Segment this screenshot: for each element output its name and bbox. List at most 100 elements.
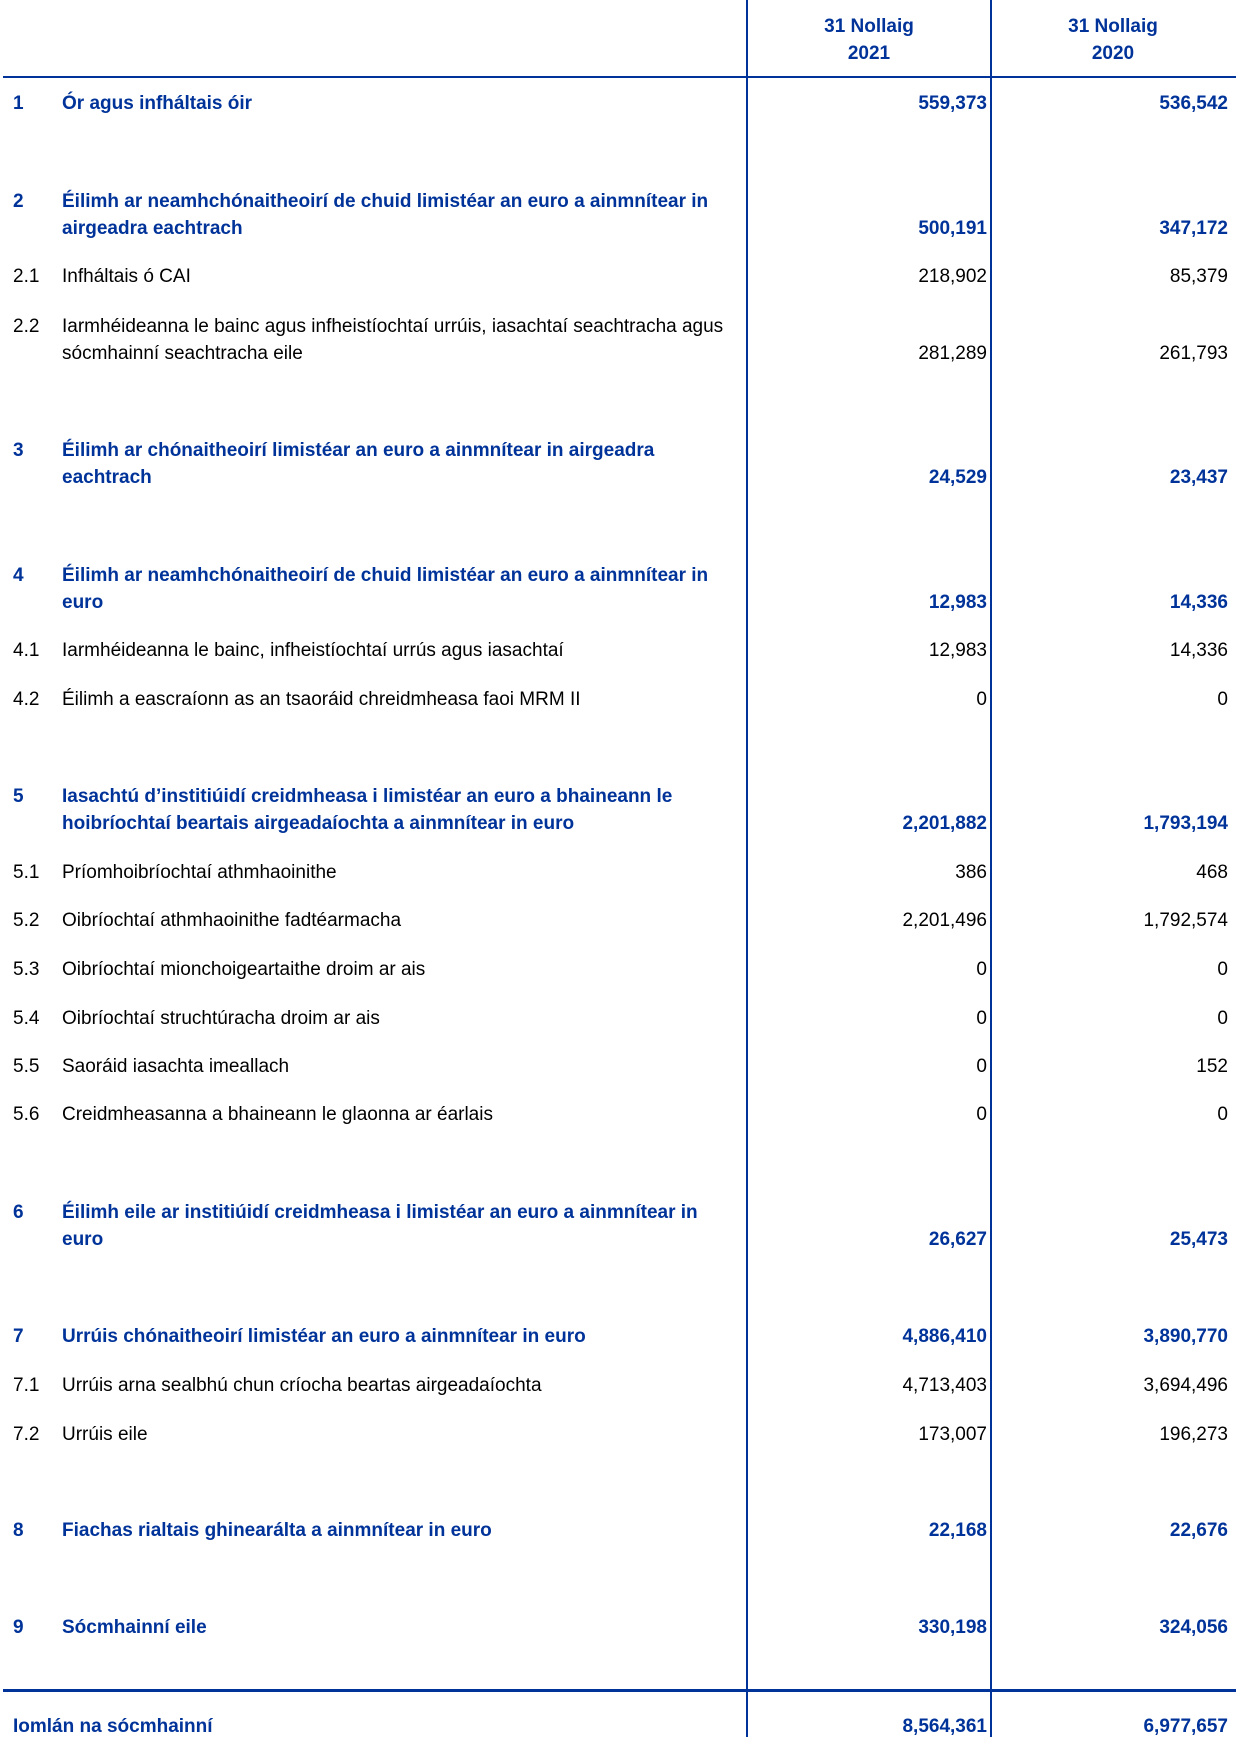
value-2021: 500,191 xyxy=(918,218,987,239)
item-label: Iarmhéideanna le bainc, infheistíochtaí … xyxy=(62,640,564,661)
header-date: 31 Nollaig xyxy=(824,16,914,37)
value-2021: 26,627 xyxy=(928,1229,987,1250)
subitem-row: 4.1 Iarmhéideanna le bainc, infheistíocht… xyxy=(0,637,1240,664)
value-2021: 12,983 xyxy=(928,640,987,661)
value-2021: 2,201,496 xyxy=(902,910,987,931)
section-row: 8 Fiachas rialtais ghinearálta a ainmníte… xyxy=(0,1517,1240,1544)
item-number: 7.2 xyxy=(13,1424,40,1445)
item-label: Éilimh ar neamhchónaitheoirí de chuid li… xyxy=(62,565,709,613)
subitem-row: 7.2 Urrúis eile 173,007 196,273 xyxy=(0,1421,1240,1448)
value-2021: 22,168 xyxy=(928,1520,987,1541)
subitem-row: 5.3 Oibríochtaí mionchoigeartaithe droim … xyxy=(0,956,1240,983)
item-number: 9 xyxy=(13,1617,24,1638)
value-2021: 0 xyxy=(976,1104,987,1125)
value-2021: 0 xyxy=(976,1008,987,1029)
value-2020: 3,890,770 xyxy=(1143,1326,1228,1347)
item-number: 2.2 xyxy=(13,316,40,337)
total-label: Iomlán na sócmhainní xyxy=(13,1716,213,1737)
value-2021: 24,529 xyxy=(928,467,987,488)
value-2020: 468 xyxy=(1196,862,1228,883)
value-2021: 0 xyxy=(976,959,987,980)
section-row: 2 Éilimh ar neamhchónaitheoirí de chuid l… xyxy=(0,188,1240,242)
item-label: Oibríochtaí struchtúracha droim ar ais xyxy=(62,1008,380,1029)
column-header-2021: 31 Nollaig 2021 xyxy=(749,13,989,67)
value-2020: 22,676 xyxy=(1169,1520,1228,1541)
value-2021: 330,198 xyxy=(918,1617,987,1638)
value-2020: 1,792,574 xyxy=(1143,910,1228,931)
value-2021: 386 xyxy=(955,862,987,883)
item-number: 5.4 xyxy=(13,1008,40,1029)
item-label: Éilimh ar chónaitheoirí limistéar an eur… xyxy=(62,440,655,488)
header-rule xyxy=(3,76,1236,78)
header-year: 2021 xyxy=(847,43,891,64)
subitem-row: 5.5 Saoráid iasachta imeallach 0 152 xyxy=(0,1053,1240,1080)
item-number: 5 xyxy=(13,786,24,807)
subitem-row: 2.2 Iarmhéideanna le bainc agus infheistí… xyxy=(0,313,1240,367)
section-row: 7 Urrúis chónaitheoirí limistéar an euro … xyxy=(0,1323,1240,1350)
item-label: Urrúis chónaitheoirí limistéar an euro a… xyxy=(62,1326,586,1347)
item-number: 5.3 xyxy=(13,959,40,980)
value-2020: 536,542 xyxy=(1159,93,1228,114)
item-label: Urrúis arna sealbhú chun críocha beartas… xyxy=(62,1375,542,1396)
value-2021: 2,201,882 xyxy=(902,813,987,834)
item-number: 2 xyxy=(13,191,24,212)
column-divider-2021 xyxy=(746,0,748,1737)
subitem-row: 4.2 Éilimh a eascraíonn as an tsaoráid ch… xyxy=(0,686,1240,713)
item-label: Éilimh a eascraíonn as an tsaoráid chrei… xyxy=(62,689,581,710)
value-2020: 0 xyxy=(1217,1104,1228,1125)
header-year: 2020 xyxy=(1091,43,1135,64)
item-number: 4.2 xyxy=(13,689,40,710)
value-2021: 0 xyxy=(976,689,987,710)
item-label: Urrúis eile xyxy=(62,1424,148,1445)
item-label: Creidmheasanna a bhaineann le glaonna ar… xyxy=(62,1104,493,1125)
value-2021: 4,713,403 xyxy=(902,1375,987,1396)
section-row: 9 Sócmhainní eile 330,198 324,056 xyxy=(0,1614,1240,1641)
value-2020: 85,379 xyxy=(1169,266,1228,287)
value-2020: 25,473 xyxy=(1169,1229,1228,1250)
item-label: Infháltais ó CAI xyxy=(62,266,191,287)
item-label: Oibríochtaí mionchoigeartaithe droim ar … xyxy=(62,959,426,980)
value-2020: 14,336 xyxy=(1169,640,1228,661)
item-label: Éilimh eile ar institiúidí creidmheasa i… xyxy=(62,1202,698,1250)
item-number: 7.1 xyxy=(13,1375,40,1396)
item-label: Iarmhéideanna le bainc agus infheistíoch… xyxy=(62,316,724,364)
item-number: 5.6 xyxy=(13,1104,40,1125)
value-2020: 347,172 xyxy=(1159,218,1228,239)
subitem-row: 5.1 Príomhoibríochtaí athmhaoinithe 386 468 xyxy=(0,859,1240,886)
subitem-row: 7.1 Urrúis arna sealbhú chun críocha bear… xyxy=(0,1372,1240,1399)
item-number: 5.1 xyxy=(13,862,40,883)
value-2020: 0 xyxy=(1217,689,1228,710)
item-label: Ór agus infháltais óir xyxy=(62,93,253,114)
item-number: 4 xyxy=(13,565,24,586)
section-row: 5 Iasachtú d’institiúidí creidmheasa i li… xyxy=(0,783,1240,837)
section-row: 1 Ór agus infháltais óir 559,373 536,542 xyxy=(0,90,1240,117)
total-2020: 6,977,657 xyxy=(1143,1716,1228,1737)
value-2020: 0 xyxy=(1217,1008,1228,1029)
value-2021: 281,289 xyxy=(918,343,987,364)
item-number: 2.1 xyxy=(13,266,40,287)
value-2020: 152 xyxy=(1196,1056,1228,1077)
subitem-row: 2.1 Infháltais ó CAI 218,902 85,379 xyxy=(0,263,1240,290)
item-number: 8 xyxy=(13,1520,24,1541)
value-2020: 3,694,496 xyxy=(1143,1375,1228,1396)
value-2021: 218,902 xyxy=(918,266,987,287)
subitem-row: 5.6 Creidmheasanna a bhaineann le glaonna… xyxy=(0,1101,1240,1128)
value-2020: 1,793,194 xyxy=(1143,813,1228,834)
subitem-row: 5.2 Oibríochtaí athmhaoinithe fadtéarmach… xyxy=(0,907,1240,934)
item-number: 7 xyxy=(13,1326,24,1347)
header-date: 31 Nollaig xyxy=(1068,16,1158,37)
value-2020: 196,273 xyxy=(1159,1424,1228,1445)
section-row: 4 Éilimh ar neamhchónaitheoirí de chuid l… xyxy=(0,562,1240,616)
total-rule xyxy=(3,1689,1236,1692)
item-label: Príomhoibríochtaí athmhaoinithe xyxy=(62,862,337,883)
item-label: Oibríochtaí athmhaoinithe fadtéarmacha xyxy=(62,910,402,931)
item-number: 3 xyxy=(13,440,24,461)
value-2020: 324,056 xyxy=(1159,1617,1228,1638)
value-2020: 0 xyxy=(1217,959,1228,980)
item-label: Iasachtú d’institiúidí creidmheasa i lim… xyxy=(62,786,673,834)
item-number: 6 xyxy=(13,1202,24,1223)
value-2020: 14,336 xyxy=(1169,592,1228,613)
value-2021: 0 xyxy=(976,1056,987,1077)
total-2021: 8,564,361 xyxy=(902,1716,987,1737)
item-number: 5.2 xyxy=(13,910,40,931)
